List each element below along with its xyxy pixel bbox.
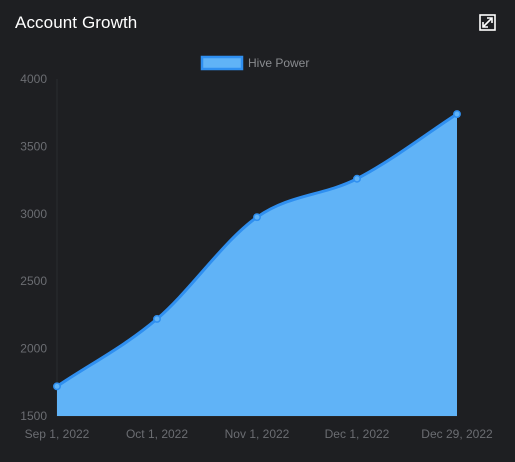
x-tick-label: Oct 1, 2022	[126, 427, 188, 441]
y-tick-label: 3000	[20, 207, 47, 221]
series-area-hive-power	[57, 114, 457, 416]
x-tick-label: Sep 1, 2022	[25, 427, 90, 441]
y-tick-label: 2000	[20, 342, 47, 356]
y-tick-label: 2500	[20, 274, 47, 288]
y-tick-label: 4000	[20, 72, 47, 86]
data-point[interactable]	[54, 383, 60, 389]
y-tick-label: 1500	[20, 409, 47, 423]
x-tick-label: Dec 29, 2022	[421, 427, 493, 441]
y-tick-label: 3500	[20, 139, 47, 153]
data-point[interactable]	[154, 316, 160, 322]
data-point[interactable]	[254, 214, 260, 220]
data-point[interactable]	[354, 176, 360, 182]
x-tick-label: Dec 1, 2022	[325, 427, 390, 441]
legend[interactable]: Hive Power	[202, 56, 309, 70]
legend-label-hive-power: Hive Power	[248, 56, 309, 70]
legend-swatch-hive-power	[202, 57, 242, 69]
data-point[interactable]	[454, 111, 460, 117]
x-tick-label: Nov 1, 2022	[225, 427, 290, 441]
